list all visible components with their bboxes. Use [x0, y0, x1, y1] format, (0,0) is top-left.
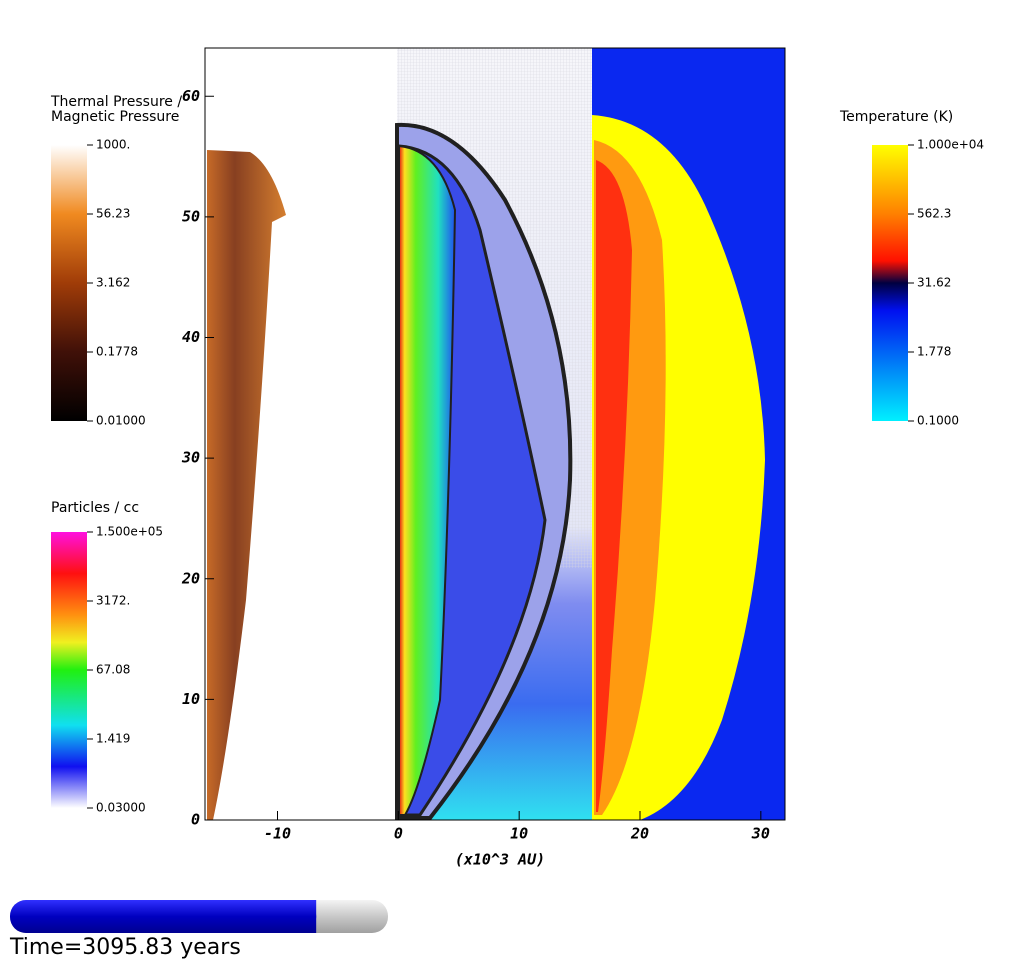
- colorbar-title: Temperature (K): [839, 109, 953, 125]
- colorbar-label: 56.23: [96, 207, 130, 221]
- colorbar-label: 1.419: [96, 732, 130, 746]
- x-tick-label: 30: [751, 825, 770, 843]
- colorbar: [51, 532, 87, 808]
- colorbar-label: 1.500e+05: [96, 525, 163, 539]
- colorbar-label: 1000.: [96, 138, 130, 152]
- colorbar-label: 0.1778: [96, 345, 138, 359]
- progress-fill: [10, 900, 317, 933]
- x-tick-label: 0: [394, 825, 403, 843]
- x-tick-label: -10: [264, 825, 291, 843]
- colorbar-label: 0.03000: [96, 801, 146, 815]
- x-tick-label: 20: [630, 825, 649, 843]
- colorbar-label: 3.162: [96, 276, 130, 290]
- colorbar: [51, 145, 87, 421]
- plot-frame: [204, 47, 786, 821]
- colorbar-title: Particles / cc: [51, 500, 139, 516]
- colorbar-label: 0.1000: [917, 414, 959, 428]
- progress-fill-edge: [300, 900, 317, 933]
- x-axis-label: (x10^3 AU): [455, 851, 545, 869]
- y-tick-label: 40: [182, 328, 200, 346]
- time-label: Time=3095.83 years: [9, 935, 241, 960]
- colorbar-label: 1.778: [917, 345, 951, 359]
- colorbar-label: 67.08: [96, 663, 130, 677]
- colorbar-title: Thermal Pressure /: [50, 94, 182, 110]
- colorbar-label: 3172.: [96, 594, 130, 608]
- y-tick-label: 0: [191, 811, 200, 829]
- y-tick-label: 30: [181, 449, 200, 467]
- colorbar-label: 1.000e+04: [917, 138, 984, 152]
- y-tick-label: 60: [182, 87, 200, 105]
- y-tick-label: 20: [181, 569, 200, 587]
- colorbar: [872, 145, 908, 421]
- colorbar-label: 0.01000: [96, 414, 146, 428]
- colorbar-label: 562.3: [917, 207, 951, 221]
- y-tick-label: 10: [182, 690, 200, 708]
- field: [207, 48, 785, 820]
- colorbar-label: 31.62: [917, 276, 951, 290]
- colorbar-title: Magnetic Pressure: [51, 109, 179, 125]
- x-tick-label: 10: [510, 825, 528, 843]
- y-tick-label: 50: [182, 207, 200, 225]
